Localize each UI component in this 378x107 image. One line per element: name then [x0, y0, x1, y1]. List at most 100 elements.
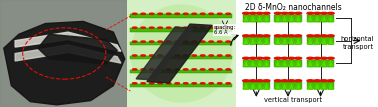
Circle shape — [200, 13, 205, 14]
Polygon shape — [307, 82, 313, 89]
Polygon shape — [275, 82, 281, 89]
Circle shape — [149, 13, 154, 14]
Circle shape — [141, 27, 146, 28]
Polygon shape — [314, 37, 320, 44]
Polygon shape — [257, 14, 263, 22]
Circle shape — [132, 69, 137, 70]
Circle shape — [295, 35, 302, 37]
Bar — [130, 28, 232, 32]
Polygon shape — [243, 82, 249, 89]
Polygon shape — [288, 82, 294, 89]
Circle shape — [321, 57, 327, 59]
Circle shape — [149, 69, 154, 70]
Polygon shape — [147, 24, 212, 83]
Polygon shape — [136, 27, 193, 80]
Circle shape — [263, 12, 270, 14]
Bar — [243, 60, 270, 67]
Circle shape — [141, 13, 146, 14]
Polygon shape — [257, 82, 263, 89]
Bar — [238, 0, 378, 107]
Circle shape — [149, 41, 154, 42]
Bar — [307, 15, 334, 22]
Circle shape — [158, 13, 163, 14]
Polygon shape — [15, 32, 121, 51]
Circle shape — [307, 80, 314, 82]
Polygon shape — [307, 14, 313, 22]
Bar — [130, 70, 232, 73]
Circle shape — [132, 27, 137, 28]
Circle shape — [158, 83, 163, 84]
Circle shape — [281, 12, 288, 14]
Polygon shape — [314, 82, 320, 89]
Bar — [307, 60, 334, 67]
Text: spacing:
6.6 Å: spacing: 6.6 Å — [214, 25, 236, 35]
Circle shape — [295, 80, 302, 82]
Circle shape — [192, 83, 197, 84]
Polygon shape — [295, 82, 301, 89]
Circle shape — [274, 12, 281, 14]
Circle shape — [226, 13, 231, 14]
Circle shape — [217, 27, 222, 28]
Circle shape — [158, 55, 163, 56]
Polygon shape — [328, 82, 334, 89]
Circle shape — [175, 13, 180, 14]
Circle shape — [200, 55, 205, 56]
Circle shape — [183, 41, 188, 42]
Circle shape — [192, 13, 197, 14]
Circle shape — [226, 41, 231, 42]
Polygon shape — [4, 21, 125, 105]
Circle shape — [132, 55, 137, 56]
Circle shape — [209, 55, 214, 56]
Bar — [130, 14, 232, 18]
Circle shape — [175, 27, 180, 28]
Bar — [274, 82, 302, 89]
Bar — [274, 60, 302, 67]
Circle shape — [132, 13, 137, 14]
Polygon shape — [275, 59, 281, 67]
Circle shape — [263, 80, 270, 82]
Circle shape — [256, 12, 263, 14]
Circle shape — [158, 27, 163, 28]
Polygon shape — [282, 37, 288, 44]
Circle shape — [200, 83, 205, 84]
Circle shape — [132, 83, 137, 84]
Circle shape — [158, 69, 163, 70]
Polygon shape — [263, 59, 270, 67]
Polygon shape — [263, 82, 270, 89]
Polygon shape — [250, 59, 256, 67]
Polygon shape — [295, 37, 301, 44]
Ellipse shape — [130, 4, 232, 103]
Circle shape — [249, 35, 256, 37]
Circle shape — [327, 35, 334, 37]
Circle shape — [209, 41, 214, 42]
Polygon shape — [321, 37, 327, 44]
Circle shape — [281, 80, 288, 82]
Circle shape — [288, 57, 295, 59]
Bar — [127, 0, 236, 107]
Bar — [274, 37, 302, 44]
Polygon shape — [257, 37, 263, 44]
Polygon shape — [243, 37, 249, 44]
Circle shape — [288, 35, 295, 37]
Circle shape — [192, 27, 197, 28]
Bar — [307, 37, 334, 44]
Circle shape — [307, 57, 314, 59]
Circle shape — [226, 55, 231, 56]
Circle shape — [321, 12, 327, 14]
Circle shape — [141, 83, 146, 84]
Circle shape — [209, 13, 214, 14]
Polygon shape — [328, 59, 334, 67]
Circle shape — [249, 80, 256, 82]
Polygon shape — [288, 14, 294, 22]
Circle shape — [307, 12, 314, 14]
Circle shape — [217, 69, 222, 70]
Bar — [274, 15, 302, 22]
Bar — [0, 0, 127, 107]
Circle shape — [158, 41, 163, 42]
Polygon shape — [307, 59, 313, 67]
Circle shape — [321, 35, 327, 37]
Circle shape — [183, 69, 188, 70]
Circle shape — [183, 55, 188, 56]
Bar — [130, 56, 232, 59]
Circle shape — [243, 57, 249, 59]
